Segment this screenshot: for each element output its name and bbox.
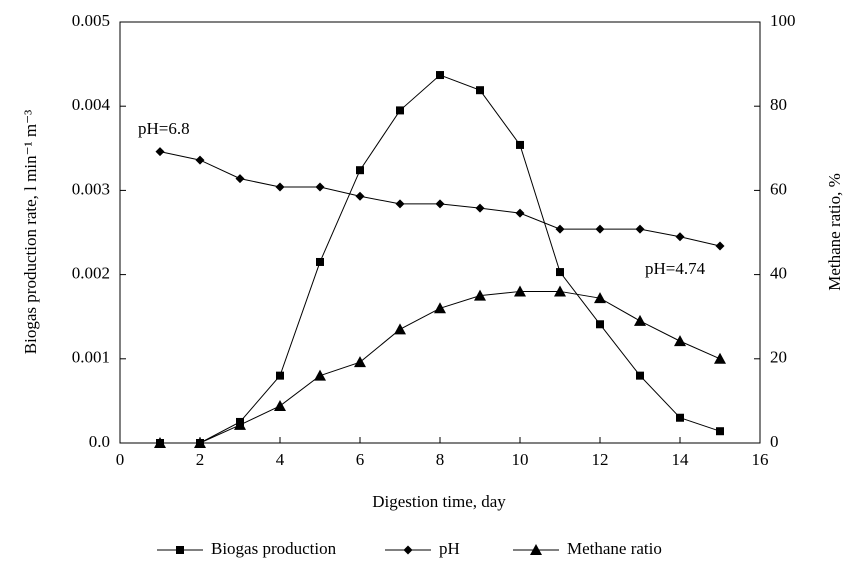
y-tick-label: 0.0 [89, 432, 110, 451]
y-tick-label: 0.002 [72, 264, 110, 283]
annotation: pH=4.74 [645, 259, 706, 278]
x-tick-label: 14 [672, 450, 690, 469]
marker-square [676, 413, 684, 422]
legend-marker [403, 545, 413, 555]
marker-diamond [155, 147, 165, 157]
marker-diamond [355, 191, 365, 201]
y2-tick-label: 0 [770, 432, 779, 451]
y2-tick-label: 40 [770, 264, 787, 283]
marker-triangle [714, 352, 726, 364]
x-axis-title: Digestion time, day [372, 492, 506, 511]
x-tick-label: 2 [196, 450, 205, 469]
marker-diamond [595, 224, 605, 234]
y-axis-title: Biogas production rate, l min⁻¹ m⁻³ [21, 110, 40, 354]
y-tick-label: 0.001 [72, 348, 110, 367]
marker-square [316, 257, 324, 266]
marker-diamond [395, 199, 405, 209]
marker-triangle [394, 323, 406, 335]
annotation: pH=6.8 [138, 119, 190, 138]
marker-triangle [674, 335, 686, 347]
legend-marker [530, 544, 542, 555]
plot-frame [119, 21, 761, 444]
marker-triangle [434, 302, 446, 314]
x-tick-label: 8 [436, 450, 445, 469]
x-tick-label: 12 [592, 450, 609, 469]
marker-square [556, 268, 564, 277]
marker-triangle [274, 399, 286, 411]
marker-triangle [194, 437, 206, 448]
marker-diamond [275, 182, 285, 192]
marker-square [636, 371, 644, 380]
marker-square [436, 71, 444, 80]
y2-tick-label: 60 [770, 179, 787, 198]
marker-triangle [154, 437, 166, 448]
y2-axis-title: Methane ratio, % [825, 173, 844, 291]
marker-triangle [474, 289, 486, 301]
x-tick-label: 0 [116, 450, 125, 469]
marker-diamond [675, 232, 685, 242]
legend-marker [176, 546, 184, 554]
marker-diamond [235, 174, 245, 184]
marker-square [356, 166, 364, 175]
marker-square [716, 427, 724, 436]
x-tick-label: 16 [752, 450, 769, 469]
legend-label: Methane ratio [567, 539, 662, 558]
marker-diamond [315, 182, 325, 192]
marker-diamond [555, 224, 565, 234]
marker-diamond [435, 199, 445, 209]
marker-square [396, 106, 404, 115]
x-tick-label: 6 [356, 450, 365, 469]
legend-label: Biogas production [211, 539, 337, 558]
y-tick-label: 0.003 [72, 179, 110, 198]
y2-tick-label: 100 [770, 11, 796, 30]
marker-triangle [634, 314, 646, 326]
marker-square [476, 86, 484, 95]
x-tick-label: 4 [276, 450, 285, 469]
marker-square [596, 320, 604, 329]
y-tick-label: 0.004 [72, 95, 111, 114]
marker-diamond [715, 241, 725, 251]
marker-diamond [515, 208, 525, 218]
marker-triangle [554, 285, 566, 297]
series-line [160, 74, 721, 444]
marker-diamond [635, 224, 645, 234]
marker-diamond [475, 203, 485, 213]
marker-triangle [314, 369, 326, 381]
series-line [159, 151, 721, 247]
marker-triangle [234, 418, 246, 430]
marker-triangle [594, 292, 606, 304]
legend-label: pH [439, 539, 460, 558]
y2-tick-label: 80 [770, 95, 787, 114]
marker-square [516, 140, 524, 149]
marker-square [276, 371, 284, 380]
marker-triangle [514, 285, 526, 297]
marker-triangle [354, 356, 366, 368]
y-tick-label: 0.005 [72, 11, 110, 30]
marker-diamond [195, 155, 205, 165]
x-tick-label: 10 [512, 450, 529, 469]
y2-tick-label: 20 [770, 348, 787, 367]
